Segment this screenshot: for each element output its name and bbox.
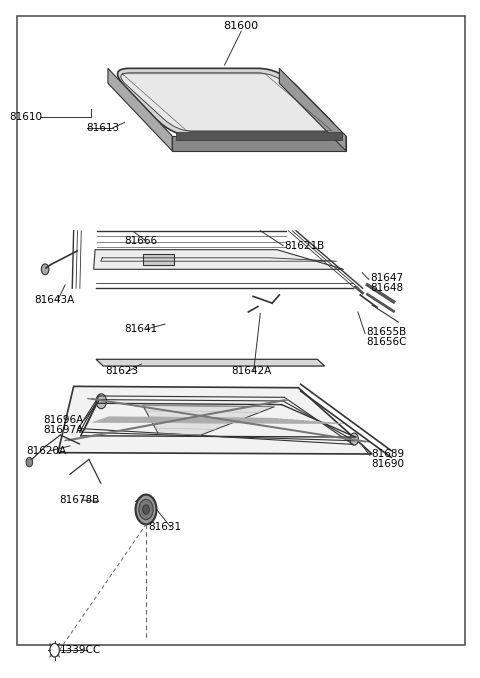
Text: 81696A: 81696A — [44, 415, 84, 425]
Polygon shape — [94, 250, 344, 269]
Text: 81631: 81631 — [148, 522, 181, 532]
Text: 81613: 81613 — [86, 123, 120, 133]
Text: 81678B: 81678B — [60, 495, 100, 505]
Text: 81689: 81689 — [371, 449, 404, 459]
Text: 81656C: 81656C — [366, 338, 407, 347]
Polygon shape — [108, 68, 172, 151]
PathPatch shape — [118, 68, 336, 136]
Circle shape — [350, 433, 359, 445]
Text: 81621B: 81621B — [284, 241, 324, 251]
Circle shape — [96, 394, 107, 409]
Text: 81666: 81666 — [125, 236, 158, 246]
Text: 81623: 81623 — [106, 367, 139, 376]
Text: 81647: 81647 — [370, 273, 403, 283]
Text: 81610: 81610 — [9, 112, 42, 122]
Polygon shape — [58, 386, 372, 454]
Polygon shape — [172, 136, 346, 151]
Polygon shape — [176, 132, 342, 140]
Polygon shape — [96, 359, 324, 366]
Text: 81690: 81690 — [371, 459, 404, 469]
Polygon shape — [143, 405, 275, 435]
Polygon shape — [143, 254, 174, 265]
Text: 1339CC: 1339CC — [60, 645, 101, 655]
Text: 81655B: 81655B — [366, 327, 406, 337]
Circle shape — [139, 500, 153, 519]
Text: 81697A: 81697A — [44, 425, 84, 435]
Text: 81620A: 81620A — [26, 445, 66, 456]
Circle shape — [41, 264, 49, 275]
Polygon shape — [279, 68, 346, 151]
Text: 81641: 81641 — [125, 324, 158, 334]
PathPatch shape — [121, 73, 333, 132]
Text: 81600: 81600 — [224, 22, 259, 31]
Circle shape — [50, 643, 60, 657]
Circle shape — [135, 495, 156, 524]
Circle shape — [26, 458, 33, 467]
Text: 81643A: 81643A — [34, 295, 74, 304]
Circle shape — [143, 504, 149, 514]
Text: 81642A: 81642A — [232, 367, 272, 376]
Text: 81648: 81648 — [370, 283, 403, 294]
